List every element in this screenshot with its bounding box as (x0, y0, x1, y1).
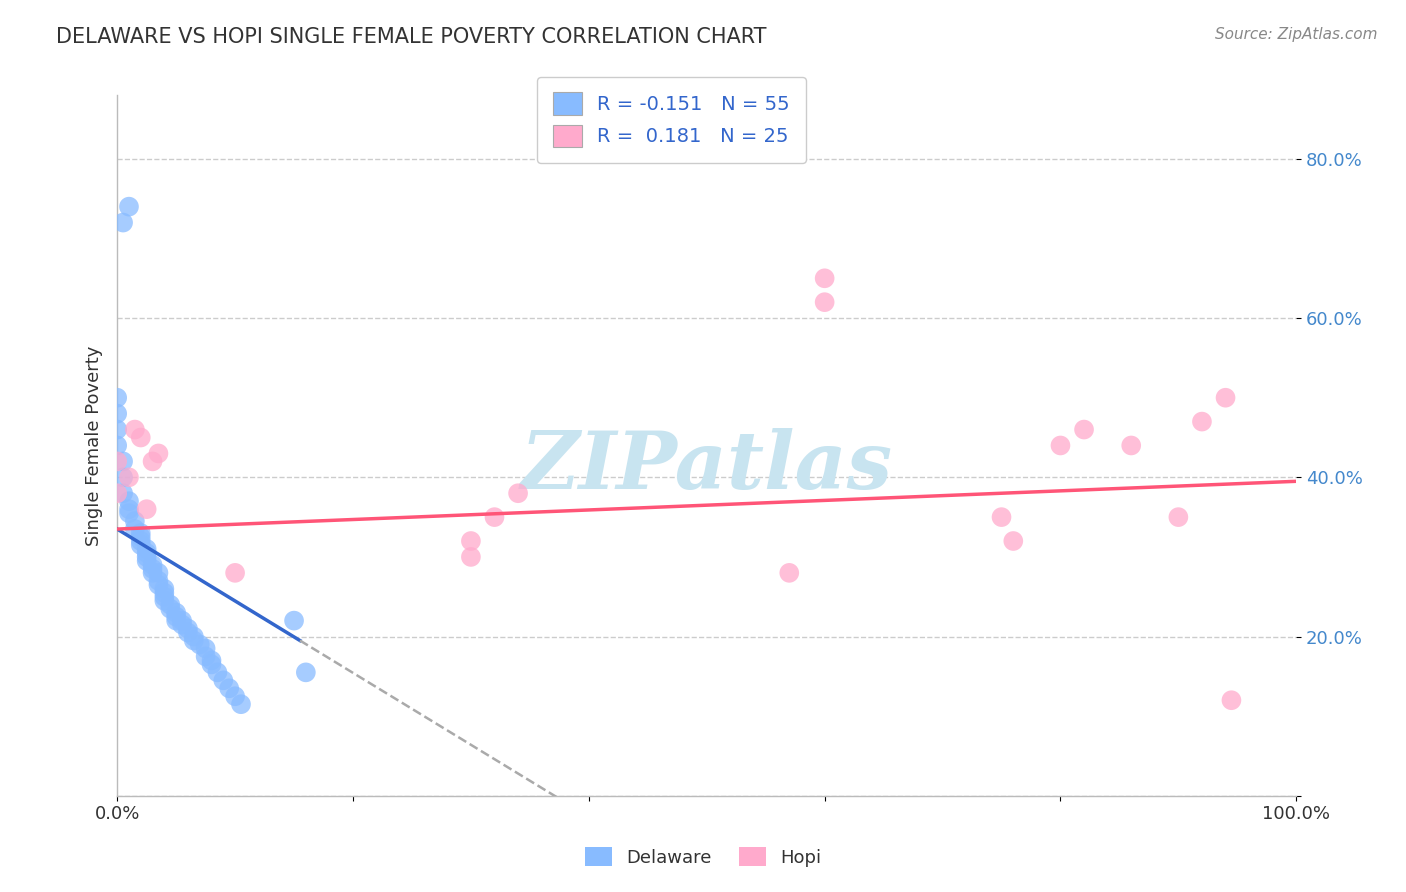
Point (194, 641, 217, 656)
Point (177, 625, 200, 640)
Point (135, 554, 157, 568)
Point (814, 295, 837, 310)
Point (1073, 423, 1095, 437)
Point (170, 614, 193, 628)
Point (177, 622, 200, 636)
Point (224, 690, 246, 704)
Point (165, 606, 187, 620)
Point (124, 423, 146, 437)
Point (1167, 510, 1189, 524)
Point (188, 638, 211, 652)
Point (105, 454, 128, 468)
Point (112, 486, 135, 500)
Point (218, 681, 240, 696)
Point (148, 578, 170, 592)
Point (159, 598, 181, 612)
Point (118, 200, 141, 214)
Point (283, 614, 305, 628)
Point (212, 673, 235, 688)
Point (105, 486, 128, 500)
Point (183, 630, 205, 644)
Point (153, 593, 176, 607)
Legend: Delaware, Hopi: Delaware, Hopi (578, 840, 828, 874)
Point (165, 609, 187, 624)
Text: ZIPatlas: ZIPatlas (520, 428, 893, 505)
Point (129, 530, 152, 544)
Point (484, 510, 506, 524)
Point (1049, 438, 1071, 452)
Point (506, 486, 529, 500)
Point (124, 522, 146, 536)
Point (200, 657, 222, 672)
Point (1002, 534, 1025, 549)
Point (135, 502, 157, 516)
Point (224, 566, 246, 580)
Point (135, 549, 157, 564)
Point (142, 454, 165, 468)
Point (112, 216, 135, 230)
Point (129, 430, 152, 444)
Point (142, 558, 165, 572)
Point (207, 665, 229, 680)
Point (129, 526, 152, 541)
Point (814, 271, 837, 285)
Point (118, 470, 141, 484)
Point (153, 582, 176, 596)
Point (229, 697, 252, 711)
Point (990, 510, 1012, 524)
Point (200, 653, 222, 667)
Text: DELAWARE VS HOPI SINGLE FEMALE POVERTY CORRELATION CHART: DELAWARE VS HOPI SINGLE FEMALE POVERTY C… (56, 27, 766, 46)
Point (105, 407, 128, 421)
Point (105, 438, 128, 452)
Point (135, 546, 157, 560)
Point (118, 506, 141, 520)
Point (118, 494, 141, 508)
Text: Source: ZipAtlas.com: Source: ZipAtlas.com (1215, 27, 1378, 42)
Point (148, 446, 170, 460)
Point (148, 566, 170, 580)
Point (153, 586, 176, 600)
Point (112, 454, 135, 468)
Point (159, 601, 181, 615)
Point (1215, 391, 1237, 405)
Point (118, 502, 141, 516)
Legend: R = -0.151   N = 55, R =  0.181   N = 25: R = -0.151 N = 55, R = 0.181 N = 25 (537, 77, 806, 162)
Point (124, 514, 146, 528)
Point (295, 665, 318, 680)
Point (142, 566, 165, 580)
Point (142, 562, 165, 576)
Point (148, 574, 170, 588)
Point (129, 534, 152, 549)
Point (1220, 693, 1243, 707)
Point (129, 538, 152, 552)
Point (170, 617, 193, 632)
Point (778, 566, 800, 580)
Point (460, 549, 482, 564)
Point (1121, 438, 1143, 452)
Point (1191, 415, 1213, 429)
Point (153, 590, 176, 604)
Point (183, 633, 205, 648)
Point (112, 470, 135, 484)
Y-axis label: Single Female Poverty: Single Female Poverty (86, 345, 103, 546)
Point (105, 423, 128, 437)
Point (135, 541, 157, 556)
Point (105, 391, 128, 405)
Point (165, 614, 187, 628)
Point (460, 534, 482, 549)
Point (194, 649, 217, 664)
